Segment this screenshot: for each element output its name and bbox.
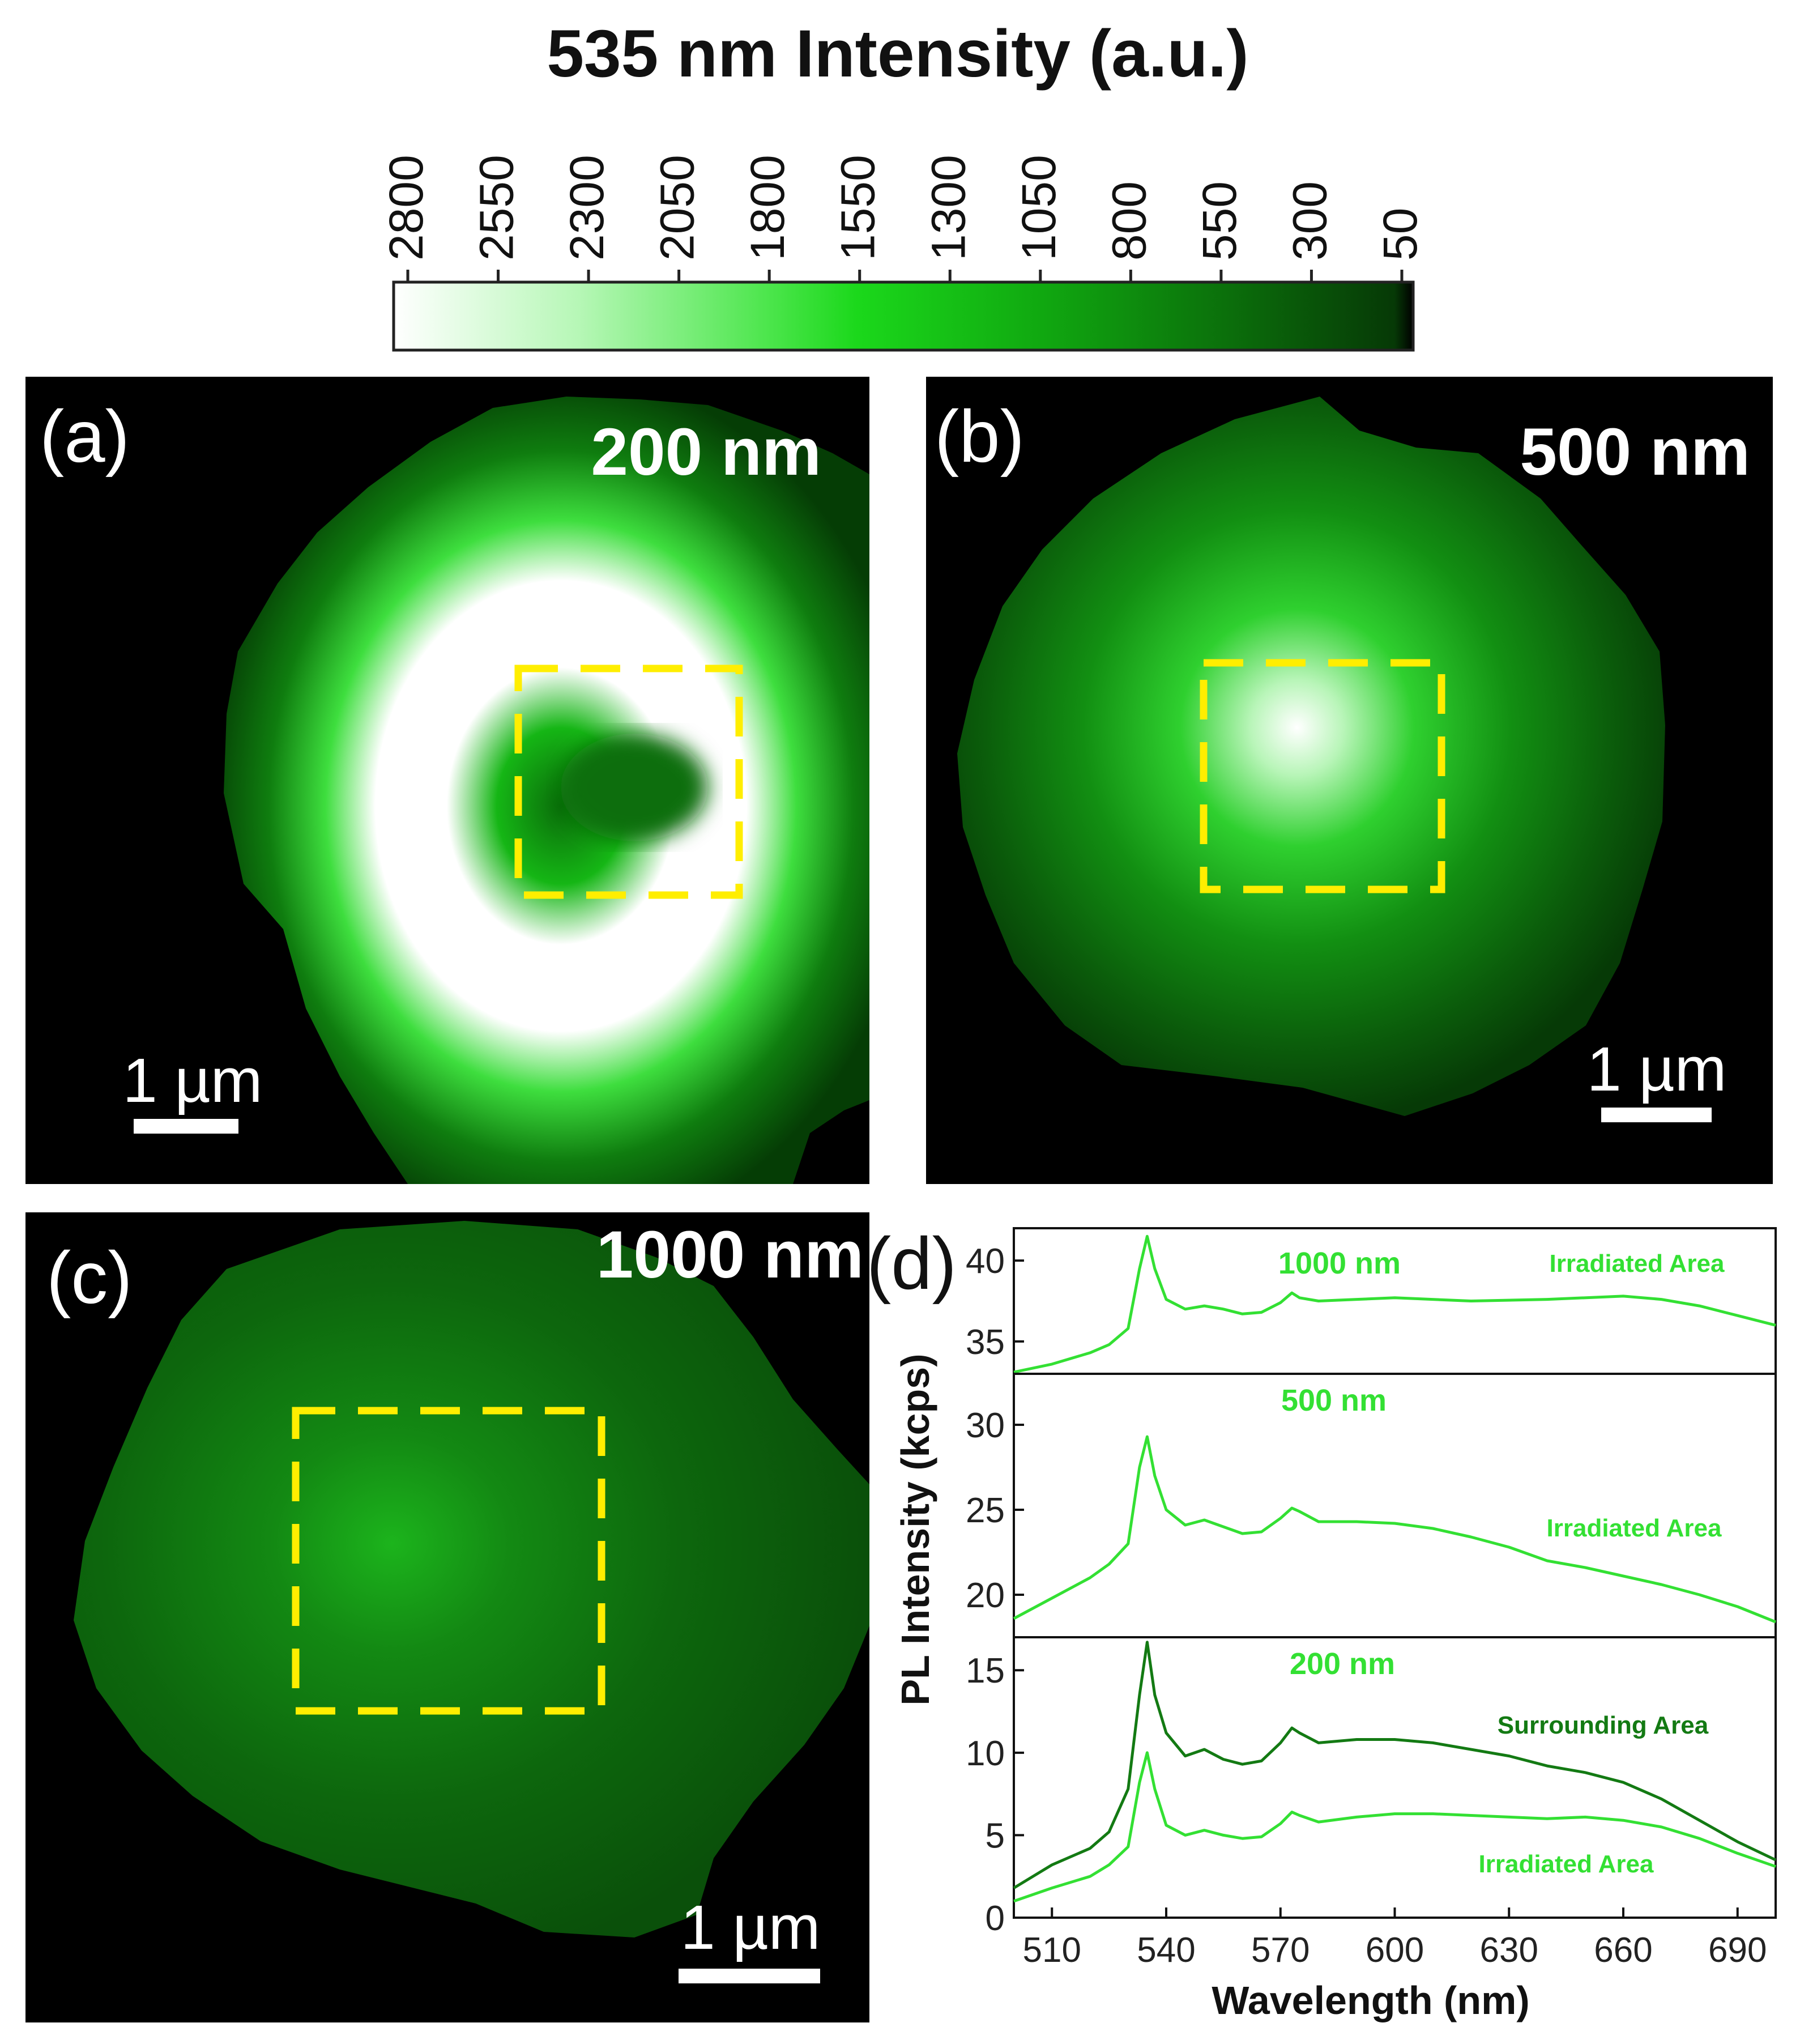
x-tick-label: 690 xyxy=(1708,1931,1767,1970)
x-tick-label: 540 xyxy=(1137,1931,1195,1970)
x-axis-label: Wavelength (nm) xyxy=(1212,1978,1529,2022)
sample-region xyxy=(74,1221,869,1937)
scalebar-label: 1 µm xyxy=(123,1046,263,1115)
colorbar-tick-label: 800 xyxy=(1102,181,1155,261)
plot-frame xyxy=(1013,1227,1777,1375)
colorbar-tick-label: 2300 xyxy=(560,155,613,261)
colorbar-tick-label: 50 xyxy=(1374,208,1427,261)
roi-box xyxy=(1200,659,1445,893)
map-panel-a: (a) 200 nm 1 µm xyxy=(25,377,869,1184)
y-axis-label: PL Intensity (kcps) xyxy=(893,1353,937,1705)
colorbar-ticks: 2800 2550 2300 2050 1800 1550 1300 1050 800 550 30… xyxy=(379,155,1427,282)
map-panel-b: (b) 500 nm 1 µm xyxy=(926,377,1773,1184)
thickness-label: 1000 nm xyxy=(596,1217,864,1292)
spectrum-subplot-top: 35 40 1000 nm Irradiated Area xyxy=(966,1227,1777,1375)
y-tick-label: 30 xyxy=(966,1406,1005,1445)
roi-box xyxy=(514,665,743,899)
sample-region xyxy=(957,397,1665,1116)
subplot-title: 1000 nm xyxy=(1278,1246,1401,1280)
panel-label: (c) xyxy=(46,1236,133,1319)
x-tick-label: 630 xyxy=(1480,1931,1538,1970)
colorbar-bar xyxy=(392,280,1415,352)
subplot-title: 200 nm xyxy=(1290,1647,1395,1681)
series-line-irradiated-area xyxy=(1013,1751,1776,1903)
series-annotation: Surrounding Area xyxy=(1498,1711,1709,1739)
series-line-irradiated-area xyxy=(1013,1435,1776,1624)
colorbar: 535 nm Intensity (a.u.) 2800 2550 2300 2050… xyxy=(379,16,1427,352)
x-tick-label: 600 xyxy=(1366,1931,1424,1970)
series-annotation: Irradiated Area xyxy=(1550,1250,1725,1278)
colorbar-tick-label: 2550 xyxy=(470,155,523,261)
colorbar-tick-label: 1550 xyxy=(831,155,885,261)
scalebar-label: 1 µm xyxy=(1587,1034,1727,1104)
series-annotation: Irradiated Area xyxy=(1547,1514,1722,1542)
y-tick-label: 0 xyxy=(986,1899,1005,1938)
scalebar-label: 1 µm xyxy=(681,1893,821,1962)
x-tick-label: 660 xyxy=(1594,1931,1652,1970)
roi-box xyxy=(292,1407,605,1715)
colorbar-tick-label: 1300 xyxy=(922,155,975,261)
y-tick-label: 20 xyxy=(966,1576,1005,1615)
colorbar-title: 535 nm Intensity (a.u.) xyxy=(547,16,1248,91)
series-line-surrounding-area xyxy=(1013,1641,1777,1889)
y-tick-label: 35 xyxy=(966,1323,1005,1362)
y-tick-label: 40 xyxy=(966,1242,1005,1281)
colorbar-tick-label: 2800 xyxy=(379,155,433,261)
y-tick-label: 15 xyxy=(966,1651,1005,1690)
scalebar xyxy=(679,1969,820,1983)
x-tick-label: 510 xyxy=(1023,1931,1081,1970)
scalebar xyxy=(134,1119,238,1134)
panel-label: (d) xyxy=(867,1222,957,1305)
thickness-label: 500 nm xyxy=(1520,415,1750,489)
plot-frame xyxy=(1013,1373,1777,1638)
x-tick-label: 570 xyxy=(1251,1931,1310,1970)
spectra-panel: (d) PL Intensity (kcps) Wavelength (nm) … xyxy=(867,1222,1777,2022)
y-tick-label: 5 xyxy=(986,1816,1005,1855)
colorbar-tick-label: 1050 xyxy=(1012,155,1065,261)
panel-label: (a) xyxy=(40,395,130,478)
colorbar-tick-label: 2050 xyxy=(651,155,704,261)
subplot-title: 500 nm xyxy=(1281,1383,1387,1417)
center-dip xyxy=(561,734,708,841)
colorbar-tick-label: 550 xyxy=(1193,181,1246,261)
series-annotation: Irradiated Area xyxy=(1479,1850,1654,1878)
map-panel-c: (c) 1000 nm 1 µm xyxy=(25,1212,869,2022)
colorbar-tick-label: 300 xyxy=(1283,181,1336,261)
scalebar xyxy=(1601,1108,1712,1122)
spectra-plot: 35 40 1000 nm Irradiated Area 20 25 30 500 nm Ir… xyxy=(966,1227,1777,1970)
colorbar-tick-label: 1800 xyxy=(741,155,794,261)
sample-region xyxy=(224,397,869,1184)
series-line-irradiated-area xyxy=(1013,1234,1776,1374)
spectrum-subplot-bottom: 0 5 10 15 200 nm Surrounding Area Irradiated A… xyxy=(966,1636,1777,1938)
thickness-label: 200 nm xyxy=(591,415,821,489)
panel-label: (b) xyxy=(935,395,1025,478)
y-tick-label: 25 xyxy=(966,1491,1005,1530)
spectrum-subplot-middle: 20 25 30 500 nm Irradiated Area xyxy=(966,1373,1777,1638)
y-tick-label: 10 xyxy=(966,1734,1005,1773)
